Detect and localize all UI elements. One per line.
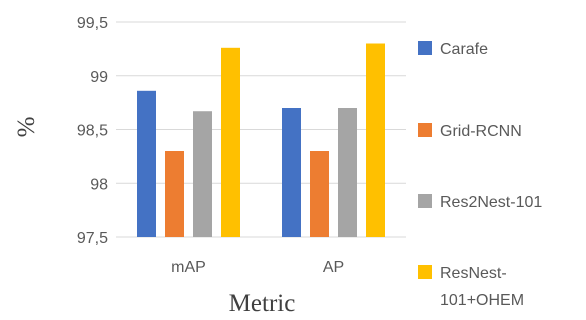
legend-item: Carafe [418, 41, 488, 58]
y-tick-label: 97,5 [77, 230, 108, 247]
y-axis-title: % [13, 117, 40, 138]
x-axis-title: Metric [229, 290, 296, 317]
bar [338, 108, 357, 237]
x-tick-label: mAP [171, 259, 206, 276]
y-axis-tick-labels: 97,5 98 98,5 99 99,5 [77, 15, 108, 247]
legend-label: Carafe [440, 41, 488, 58]
x-tick-label: AP [323, 259, 344, 276]
bar [221, 47, 240, 237]
legend-swatch [418, 123, 432, 137]
bar [137, 90, 156, 237]
legend-item: Res2Nest-101 [418, 194, 542, 211]
bar [310, 151, 329, 237]
legend-item: Grid-RCNN [418, 123, 522, 140]
y-tick-label: 99,5 [77, 15, 108, 32]
legend-swatch [418, 41, 432, 55]
bars [137, 43, 385, 237]
legend-item: ResNest-101+OHEM [418, 265, 524, 309]
legend: Carafe Grid-RCNN Res2Nest-101 ResNest-101+O… [418, 41, 542, 309]
bar [282, 108, 301, 237]
gridlines [116, 21, 406, 238]
bar [366, 43, 385, 237]
legend-swatch [418, 265, 432, 279]
y-tick-label: 99 [90, 69, 108, 86]
y-tick-label: 98 [90, 176, 108, 193]
legend-label: ResNest-101+OHEM [440, 265, 524, 309]
x-axis-tick-labels: mAP AP [171, 259, 344, 276]
y-tick-label: 98,5 [77, 123, 108, 140]
bar [165, 151, 184, 237]
legend-swatch [418, 194, 432, 208]
legend-label: Res2Nest-101 [440, 194, 542, 211]
bar [193, 111, 212, 237]
legend-label: Grid-RCNN [440, 123, 522, 140]
